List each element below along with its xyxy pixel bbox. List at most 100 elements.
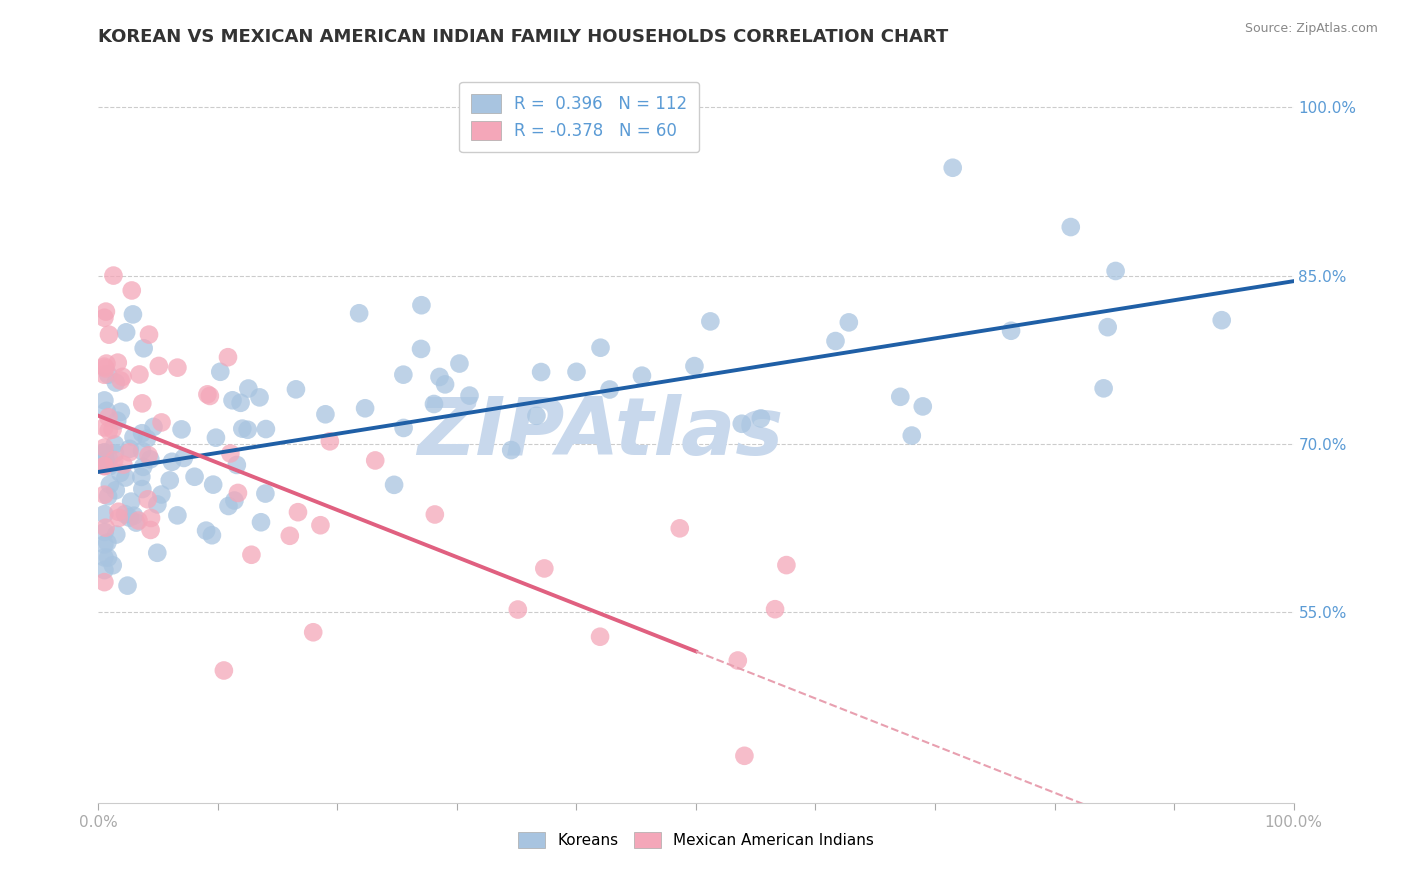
Point <box>97 410 120 425</box>
Point <box>1104 264 1126 278</box>
Point <box>225 458 247 472</box>
Point <box>131 470 153 484</box>
Point <box>409 342 432 356</box>
Point <box>104 376 127 390</box>
Point <box>900 428 922 442</box>
Point <box>236 423 259 437</box>
Point <box>506 602 529 616</box>
Point <box>392 421 415 435</box>
Point <box>231 422 253 436</box>
Point <box>942 161 965 175</box>
Point <box>733 748 755 763</box>
Point <box>131 426 153 441</box>
Point <box>314 407 336 421</box>
Point <box>96 458 118 472</box>
Point <box>150 487 173 501</box>
Point <box>118 442 141 456</box>
Text: Source: ZipAtlas.com: Source: ZipAtlas.com <box>1244 22 1378 36</box>
Point <box>107 356 129 370</box>
Point <box>93 310 115 325</box>
Point <box>98 459 121 474</box>
Point <box>731 417 754 431</box>
Point <box>93 508 115 522</box>
Point <box>699 314 721 328</box>
Point <box>110 405 132 419</box>
Point <box>135 432 157 446</box>
Point <box>136 492 159 507</box>
Point <box>97 368 120 382</box>
Text: ZIPAtlas: ZIPAtlas <box>418 393 783 472</box>
Point <box>104 483 127 498</box>
Point <box>1097 320 1119 334</box>
Point <box>132 341 155 355</box>
Point <box>526 409 548 423</box>
Point <box>221 393 243 408</box>
Point <box>103 268 125 283</box>
Point <box>98 327 121 342</box>
Point <box>138 327 160 342</box>
Point <box>166 360 188 375</box>
Point <box>139 452 162 467</box>
Point <box>138 448 160 462</box>
Point <box>197 387 219 401</box>
Point <box>94 521 117 535</box>
Point <box>117 579 139 593</box>
Point <box>104 446 127 460</box>
Point <box>93 575 115 590</box>
Point <box>94 453 117 467</box>
Point <box>139 523 162 537</box>
Point <box>278 529 301 543</box>
Point <box>122 430 145 444</box>
Point <box>93 420 115 434</box>
Point <box>93 359 115 374</box>
Point <box>219 446 242 460</box>
Point <box>146 498 169 512</box>
Point <box>209 365 232 379</box>
Point <box>107 511 129 525</box>
Point <box>284 382 307 396</box>
Point <box>110 466 132 480</box>
Point <box>727 653 749 667</box>
Point <box>131 396 153 410</box>
Point <box>101 423 124 437</box>
Point <box>202 477 225 491</box>
Point <box>93 537 115 551</box>
Point <box>429 370 451 384</box>
Point <box>131 482 153 496</box>
Point <box>530 365 553 379</box>
Point <box>226 486 249 500</box>
Point <box>104 437 127 451</box>
Point <box>96 404 118 418</box>
Point <box>93 488 115 502</box>
Point <box>354 401 377 416</box>
Point <box>103 453 125 467</box>
Point <box>183 469 205 483</box>
Point <box>120 494 142 508</box>
Point <box>96 357 118 371</box>
Point <box>309 518 332 533</box>
Point <box>533 561 555 575</box>
Point <box>122 307 145 321</box>
Point <box>97 489 120 503</box>
Point <box>93 550 115 565</box>
Point <box>364 453 387 467</box>
Point <box>93 458 115 473</box>
Point <box>411 298 433 312</box>
Point <box>392 368 415 382</box>
Point <box>115 326 138 340</box>
Point <box>93 524 115 539</box>
Point <box>97 424 120 438</box>
Point <box>565 365 588 379</box>
Point <box>911 400 934 414</box>
Point <box>838 315 860 329</box>
Point <box>101 558 124 573</box>
Point <box>589 630 612 644</box>
Point <box>128 368 150 382</box>
Point <box>1092 381 1115 395</box>
Point <box>218 499 240 513</box>
Point <box>94 304 117 318</box>
Point <box>146 546 169 560</box>
Point <box>139 511 162 525</box>
Point <box>96 535 118 549</box>
Text: KOREAN VS MEXICAN AMERICAN INDIAN FAMILY HOUSEHOLDS CORRELATION CHART: KOREAN VS MEXICAN AMERICAN INDIAN FAMILY… <box>98 28 949 45</box>
